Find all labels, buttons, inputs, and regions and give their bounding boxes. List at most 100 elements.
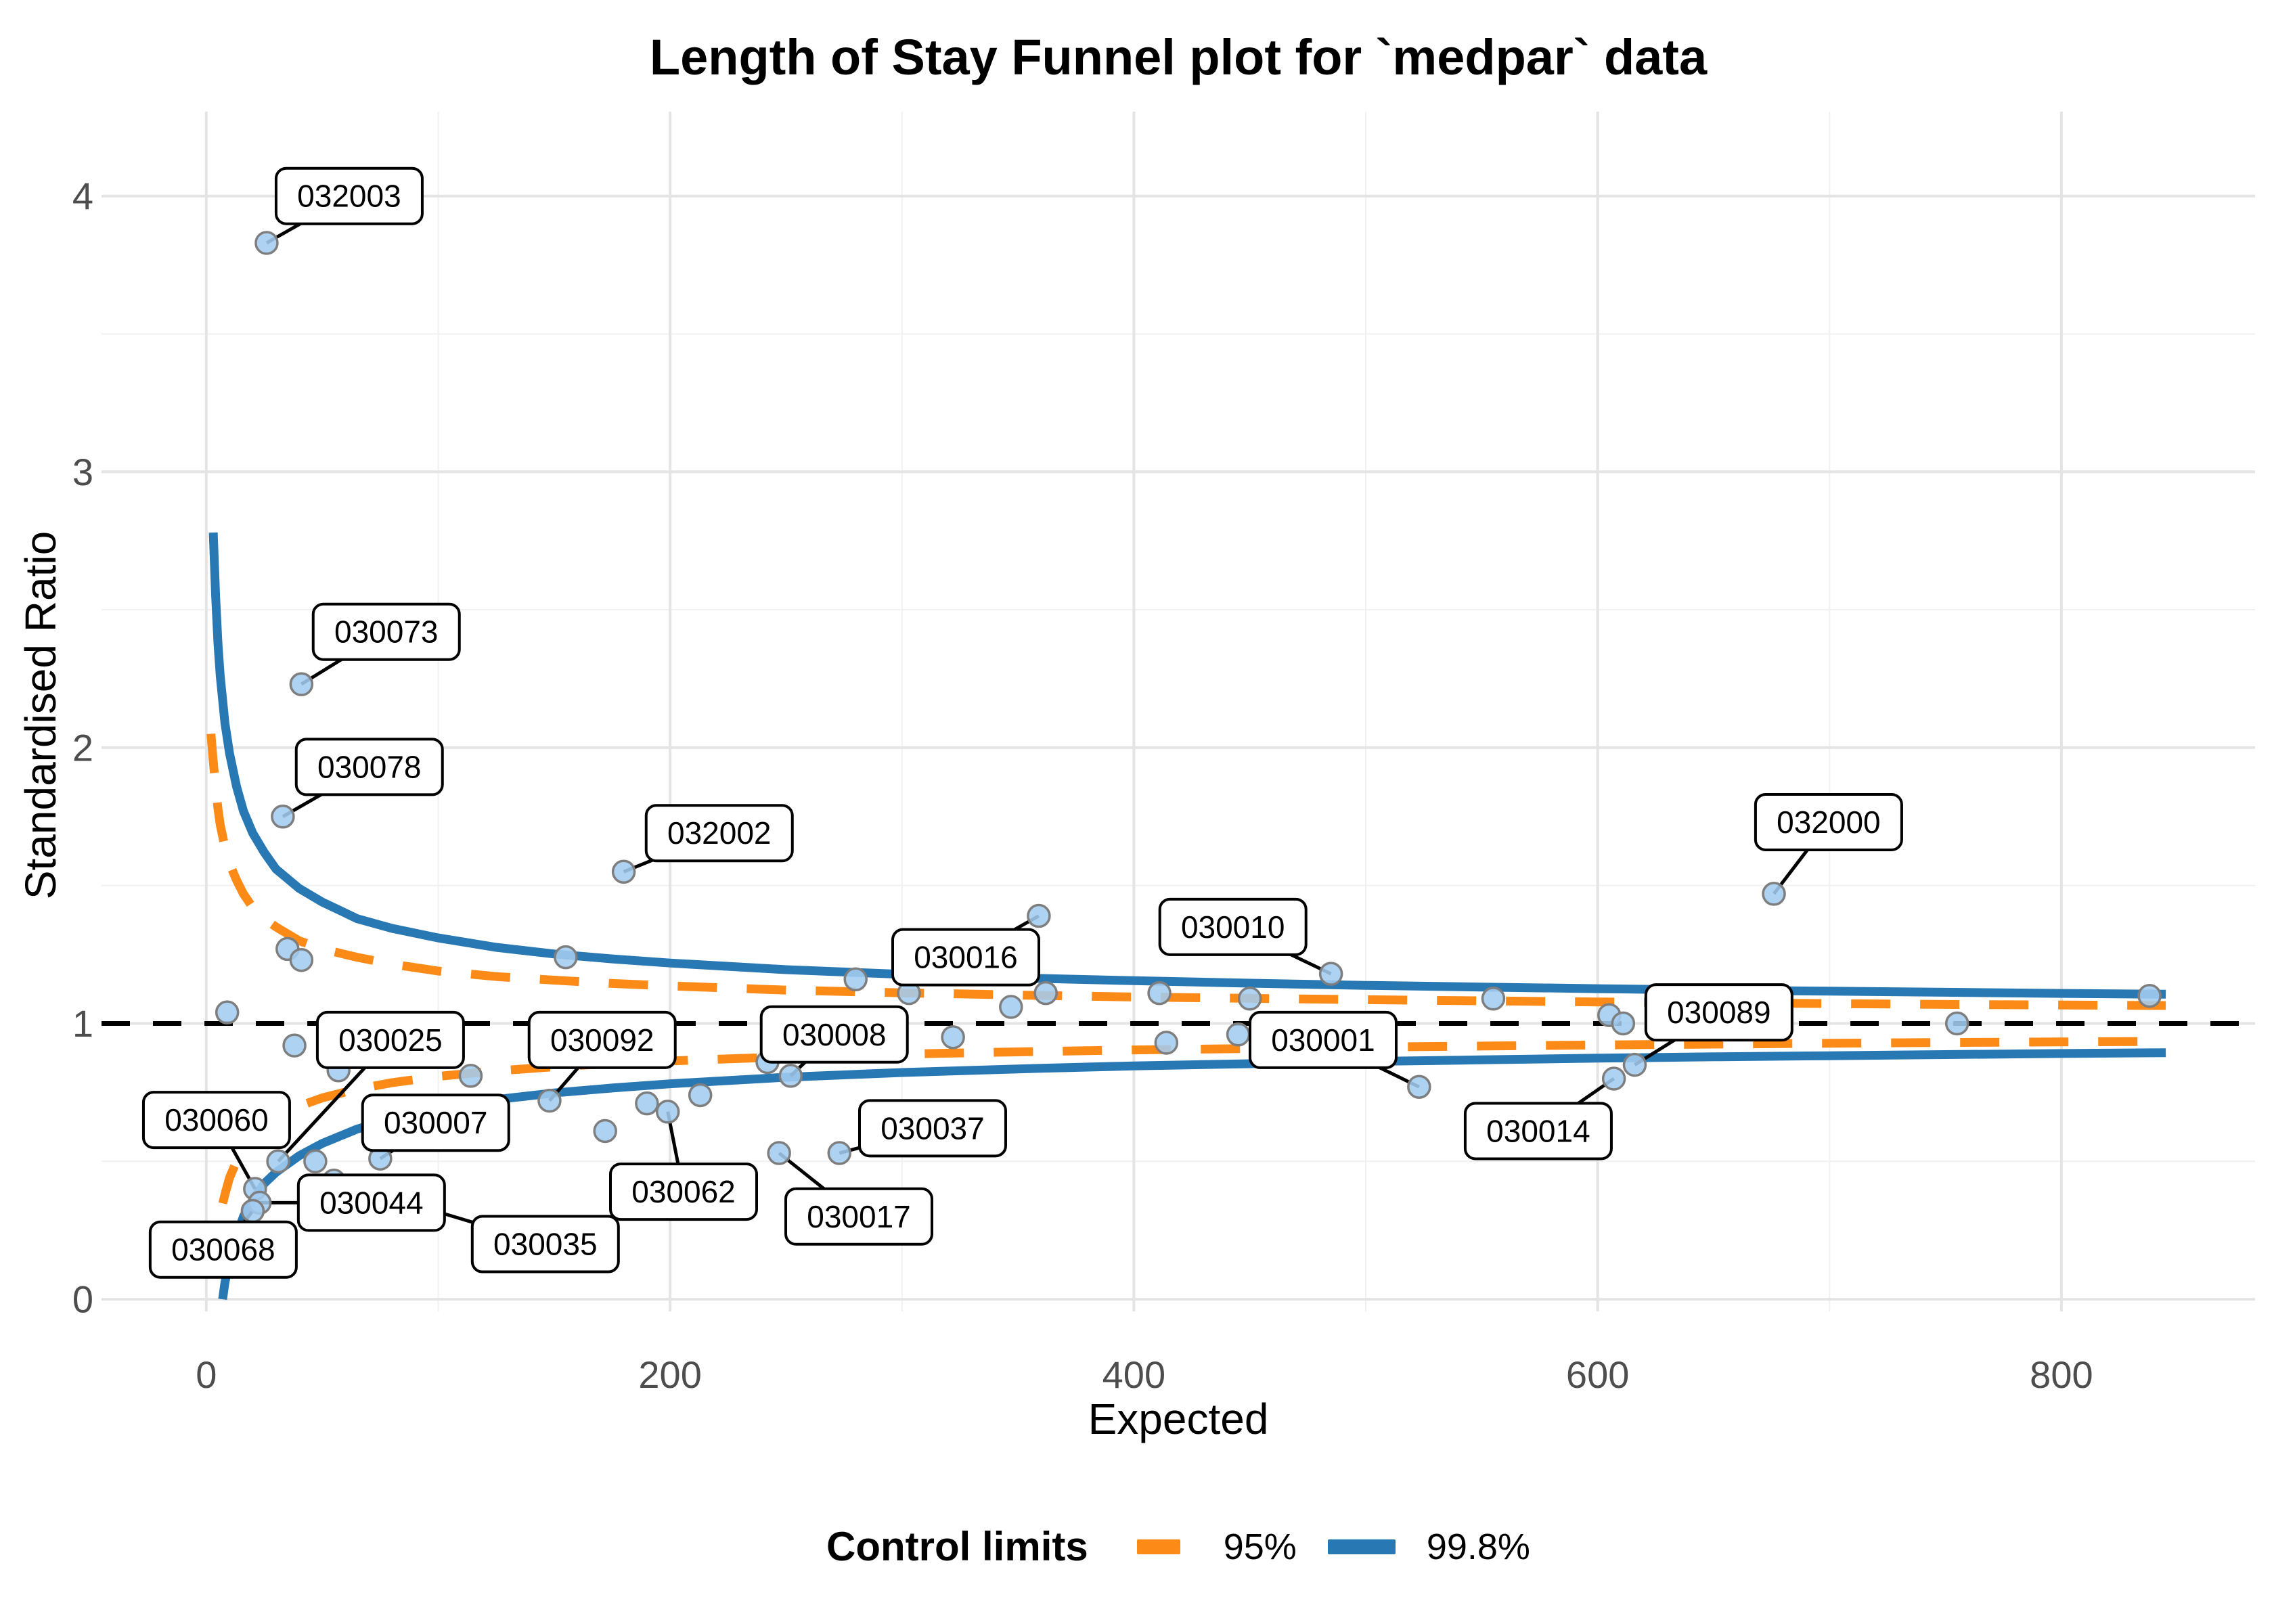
point-label: 030007 [384, 1105, 488, 1140]
y-axis-title: Standardised Ratio [16, 531, 65, 900]
point-label: 030025 [338, 1022, 443, 1058]
point-label-box [315, 1010, 465, 1069]
point-label-box [1463, 1102, 1613, 1160]
data-point [554, 945, 578, 970]
y-tick-label: 1 [72, 1002, 93, 1045]
point-label-box [1644, 983, 1793, 1042]
data-point [266, 1149, 290, 1174]
x-tick-label: 400 [1102, 1353, 1165, 1396]
point-label: 030060 [164, 1102, 269, 1137]
data-point [1147, 980, 1172, 1006]
data-point [1601, 1066, 1626, 1091]
data-point [215, 1000, 240, 1024]
data-point [254, 231, 279, 255]
point-label-box [274, 166, 424, 225]
point-label: 030073 [334, 614, 439, 650]
data-point [827, 1141, 851, 1165]
point-label-box [527, 1010, 677, 1069]
x-tick-label: 600 [1566, 1353, 1629, 1396]
point-label-box [361, 1093, 510, 1152]
point-label: 030014 [1486, 1113, 1590, 1148]
x-axis-title: Expected [1088, 1395, 1269, 1443]
control-limit-95-upper [206, 733, 2166, 1010]
data-point [635, 1091, 659, 1116]
point-label-box [759, 1005, 909, 1064]
data-point [999, 995, 1023, 1019]
chart-title: Length of Stay Funnel plot for `medpar` … [649, 29, 1708, 85]
point-label-box [141, 1091, 291, 1150]
point-label-box [470, 1215, 620, 1273]
data-point [1481, 987, 1506, 1011]
legend-label-998: 99.8% [1426, 1526, 1530, 1567]
point-label: 030001 [1271, 1022, 1375, 1058]
data-point [655, 1100, 680, 1124]
point-label: 030017 [807, 1199, 911, 1234]
data-point [1622, 1052, 1647, 1077]
data-point [1237, 987, 1262, 1011]
point-label: 032002 [667, 815, 772, 851]
data-point [611, 859, 636, 884]
legend-label-95: 95% [1223, 1526, 1297, 1567]
data-point [289, 672, 314, 696]
legend-title: Control limits [826, 1524, 1088, 1569]
data-point [1762, 882, 1786, 906]
point-label-box [784, 1187, 934, 1246]
y-tick-label: 3 [72, 451, 93, 493]
point-label: 030037 [880, 1110, 985, 1146]
data-point [1154, 1031, 1179, 1055]
data-point [537, 1088, 562, 1113]
point-label: 030068 [171, 1232, 275, 1267]
point-label-box [857, 1099, 1007, 1158]
data-point [1318, 962, 1343, 986]
point-label-box [609, 1163, 758, 1221]
data-point [1226, 1022, 1251, 1047]
control-limit-95-lower [208, 1037, 2166, 1272]
data-point [843, 967, 868, 992]
point-label: 030044 [319, 1185, 424, 1220]
y-tick-label: 0 [72, 1278, 93, 1321]
point-label: 030089 [1667, 995, 1771, 1030]
data-point [593, 1119, 617, 1144]
data-point [688, 1083, 713, 1108]
point-label-box [1754, 792, 1903, 851]
data-point [289, 947, 314, 972]
control-limit-998-upper [208, 532, 2166, 999]
data-point [282, 1033, 307, 1058]
data-point [767, 1141, 791, 1165]
legend: Control limits 95% 99.8% [102, 1514, 2255, 1579]
y-tick-label: 2 [72, 726, 93, 769]
x-tick-label: 800 [2030, 1353, 2093, 1396]
data-point [1611, 1011, 1636, 1036]
point-label: 030092 [550, 1022, 654, 1058]
x-tick-label: 200 [638, 1353, 701, 1396]
point-label: 030016 [914, 940, 1018, 975]
point-label-box [296, 1173, 446, 1232]
data-point [1407, 1075, 1431, 1099]
y-tick-label: 4 [72, 175, 93, 217]
point-label-box [294, 738, 444, 796]
legend-swatch-95-icon [1125, 1539, 1192, 1554]
data-point [240, 1198, 265, 1223]
point-label-box [891, 928, 1040, 987]
data-point [1944, 1011, 1969, 1036]
point-label-box [148, 1220, 298, 1279]
data-point [458, 1064, 483, 1088]
data-point [1033, 980, 1058, 1006]
legend-swatch-998-icon [1327, 1539, 1396, 1554]
data-point [303, 1149, 328, 1174]
point-label-box [311, 602, 461, 661]
data-point [1027, 903, 1051, 928]
point-label: 030035 [493, 1227, 598, 1262]
point-label: 030062 [631, 1174, 736, 1209]
point-label-box [1158, 897, 1308, 956]
x-tick-label: 0 [196, 1353, 217, 1396]
data-point [2137, 983, 2162, 1008]
point-label-box [1248, 1010, 1398, 1069]
data-point [778, 1064, 803, 1088]
point-label: 030010 [1181, 909, 1285, 945]
point-label-box [644, 804, 794, 863]
data-point [271, 805, 295, 829]
point-label: 032000 [1777, 805, 1881, 840]
